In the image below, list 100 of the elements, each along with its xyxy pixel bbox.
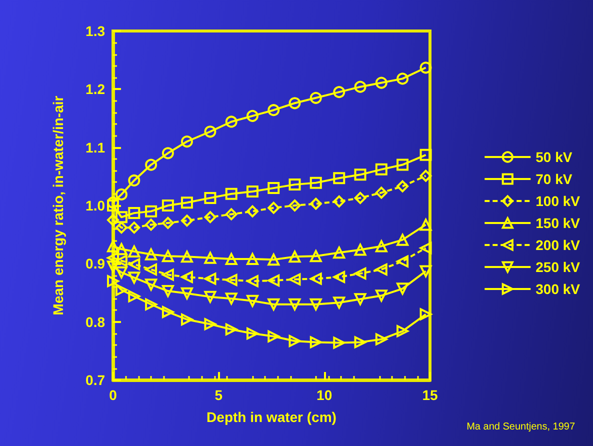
point xyxy=(288,298,301,310)
y-tick-label: 0.8 xyxy=(86,314,106,330)
legend-label: 200 kV xyxy=(536,237,581,253)
legend-label: 100 kV xyxy=(536,193,581,209)
point xyxy=(128,245,140,258)
point xyxy=(288,97,301,110)
legend-label: 300 kV xyxy=(536,281,581,297)
point xyxy=(246,205,258,218)
point xyxy=(225,188,238,200)
point xyxy=(107,240,119,252)
y-tick-label: 1.2 xyxy=(86,81,106,98)
point xyxy=(162,285,174,298)
point xyxy=(145,158,158,171)
point xyxy=(396,282,409,295)
x-tick-label: 5 xyxy=(214,387,223,403)
point xyxy=(246,294,258,307)
point xyxy=(128,207,140,220)
point xyxy=(333,271,346,284)
legend-label: 150 kV xyxy=(536,215,581,231)
point xyxy=(162,200,174,212)
y-tick-label: 1.1 xyxy=(86,139,106,156)
point xyxy=(375,186,388,199)
point xyxy=(128,174,140,186)
point xyxy=(128,290,140,302)
y-tick-label: 1.3 xyxy=(86,23,106,39)
point xyxy=(162,216,174,229)
point xyxy=(420,148,432,161)
x-axis-title: Depth in water (cm) xyxy=(206,409,336,425)
point xyxy=(333,195,346,208)
point xyxy=(354,80,366,93)
point xyxy=(180,250,193,263)
point xyxy=(354,268,366,280)
point xyxy=(396,255,409,268)
point xyxy=(396,72,409,85)
legend-label: 70 kV xyxy=(536,171,573,187)
point xyxy=(310,198,322,210)
point xyxy=(375,163,388,176)
point xyxy=(375,240,388,252)
point xyxy=(396,158,409,171)
point xyxy=(145,218,158,231)
point xyxy=(246,275,258,288)
point xyxy=(180,287,193,300)
point xyxy=(354,244,366,256)
point xyxy=(375,76,388,89)
point xyxy=(268,104,280,116)
point xyxy=(420,62,432,74)
point xyxy=(354,168,366,181)
point xyxy=(288,273,301,286)
point xyxy=(268,274,280,287)
point xyxy=(180,214,193,227)
point xyxy=(107,214,119,226)
point xyxy=(162,268,174,281)
point xyxy=(204,252,216,264)
point xyxy=(145,263,158,276)
point xyxy=(204,192,216,204)
point xyxy=(396,180,409,192)
point xyxy=(375,333,388,346)
point xyxy=(115,222,128,234)
point xyxy=(246,186,258,198)
point xyxy=(396,325,409,338)
point xyxy=(107,275,119,288)
point xyxy=(354,293,366,306)
x-tick-label: 10 xyxy=(316,387,332,403)
point xyxy=(310,250,322,262)
point xyxy=(333,246,346,259)
point xyxy=(310,298,322,310)
point xyxy=(333,172,346,184)
point xyxy=(115,243,128,256)
point xyxy=(128,222,140,234)
point xyxy=(288,200,301,212)
point xyxy=(420,308,432,320)
point xyxy=(145,278,158,291)
x-tick-label: 15 xyxy=(422,387,438,403)
point xyxy=(204,211,216,224)
point xyxy=(268,202,280,214)
point xyxy=(354,192,366,204)
point xyxy=(180,314,193,326)
point xyxy=(268,182,280,194)
point xyxy=(268,330,280,342)
point xyxy=(204,318,216,330)
point xyxy=(145,298,158,310)
point xyxy=(268,254,280,266)
point xyxy=(180,136,193,148)
legend-label: 250 kV xyxy=(536,259,581,275)
point xyxy=(128,272,140,284)
point xyxy=(180,196,193,209)
point xyxy=(115,211,128,224)
point xyxy=(225,274,238,286)
point xyxy=(225,292,238,305)
text: Ma and Seuntjens, 1997 xyxy=(466,422,576,432)
point xyxy=(225,116,238,128)
point xyxy=(375,263,388,276)
point xyxy=(310,336,322,348)
point xyxy=(225,323,238,336)
point xyxy=(204,290,216,303)
point xyxy=(162,306,174,318)
point xyxy=(354,336,366,348)
point xyxy=(420,218,432,231)
point xyxy=(115,284,128,296)
point xyxy=(396,234,409,246)
